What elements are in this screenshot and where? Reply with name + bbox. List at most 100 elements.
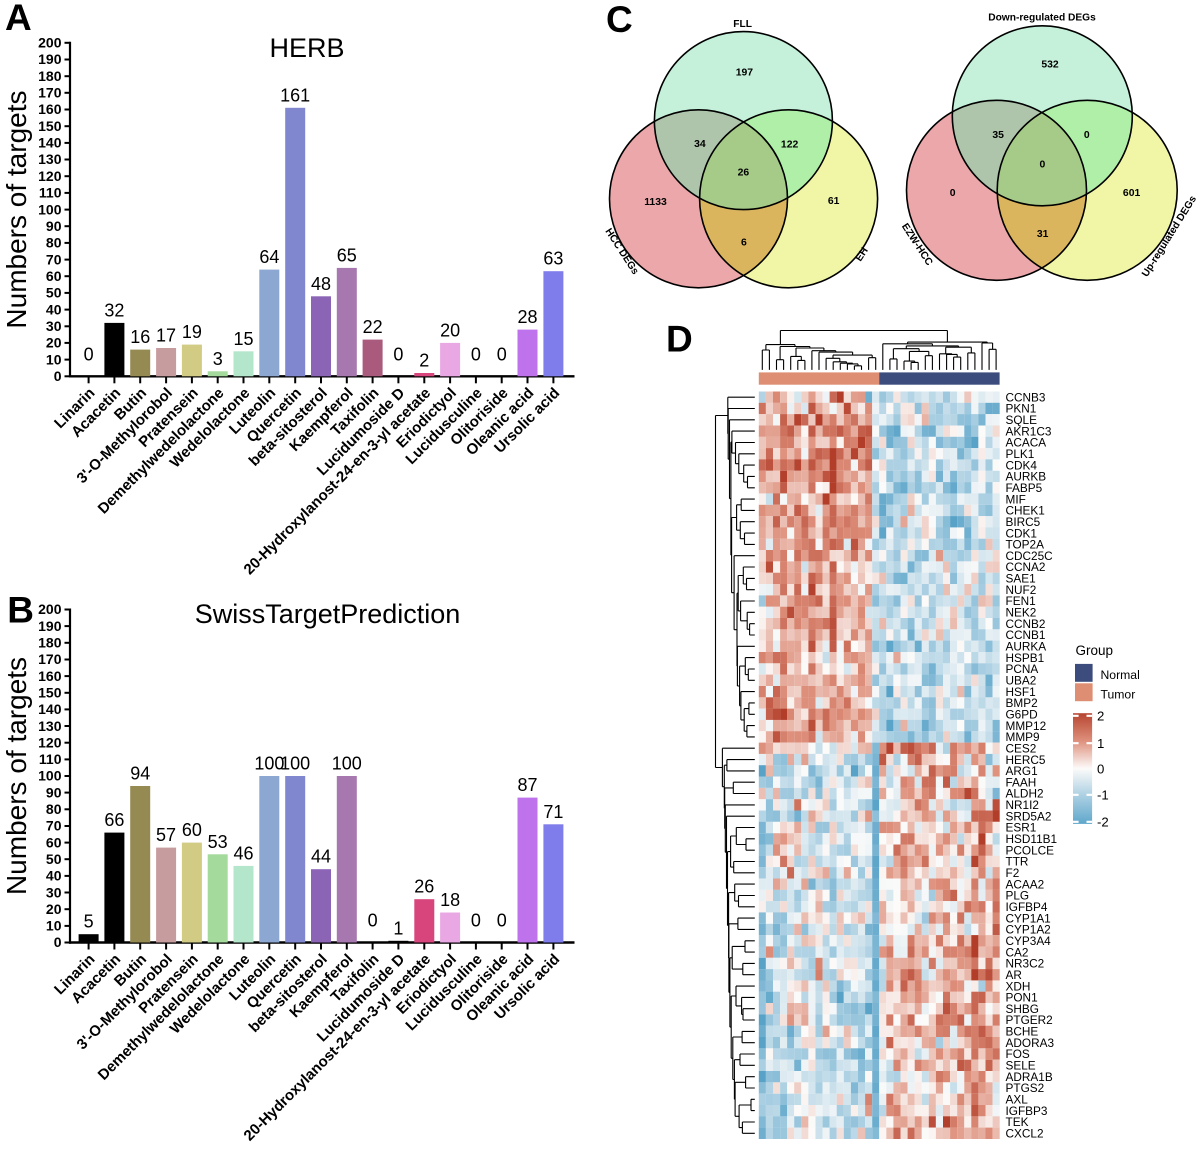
svg-text:0: 0 bbox=[368, 911, 378, 931]
svg-text:71: 71 bbox=[543, 802, 563, 822]
svg-text:D: D bbox=[666, 319, 693, 360]
svg-text:BMP2: BMP2 bbox=[1006, 696, 1038, 710]
svg-text:80: 80 bbox=[46, 801, 62, 817]
svg-text:-1: -1 bbox=[1097, 787, 1109, 802]
svg-text:161: 161 bbox=[280, 85, 310, 105]
svg-text:PON1: PON1 bbox=[1006, 991, 1038, 1005]
svg-text:PTGER2: PTGER2 bbox=[1006, 1013, 1053, 1027]
svg-text:A: A bbox=[5, 0, 32, 38]
svg-text:NR3C2: NR3C2 bbox=[1006, 957, 1045, 971]
svg-text:28: 28 bbox=[518, 307, 538, 327]
svg-text:MMP12: MMP12 bbox=[1006, 719, 1047, 733]
svg-text:Normal: Normal bbox=[1101, 668, 1140, 682]
svg-text:TOP2A: TOP2A bbox=[1006, 538, 1045, 552]
svg-text:CCNB3: CCNB3 bbox=[1006, 390, 1046, 404]
svg-text:80: 80 bbox=[46, 235, 62, 251]
svg-text:F2: F2 bbox=[1006, 866, 1020, 880]
svg-text:SQLE: SQLE bbox=[1006, 413, 1038, 427]
svg-text:190: 190 bbox=[38, 51, 62, 67]
svg-text:0: 0 bbox=[950, 188, 956, 199]
svg-text:26: 26 bbox=[738, 167, 750, 178]
svg-text:120: 120 bbox=[38, 734, 62, 750]
svg-text:170: 170 bbox=[38, 651, 62, 667]
svg-text:46: 46 bbox=[234, 843, 254, 863]
svg-text:Down-regulated DEGs: Down-regulated DEGs bbox=[988, 12, 1096, 23]
svg-text:140: 140 bbox=[38, 135, 62, 151]
svg-text:NR1I2: NR1I2 bbox=[1006, 798, 1039, 812]
svg-text:PCOLCE: PCOLCE bbox=[1006, 843, 1055, 857]
svg-text:ARG1: ARG1 bbox=[1006, 764, 1038, 778]
svg-text:100: 100 bbox=[38, 768, 62, 784]
svg-text:-2: -2 bbox=[1097, 814, 1109, 829]
svg-text:ACAA2: ACAA2 bbox=[1006, 877, 1045, 891]
svg-text:100: 100 bbox=[38, 201, 62, 217]
svg-text:2: 2 bbox=[1097, 708, 1104, 723]
svg-text:30: 30 bbox=[46, 318, 62, 334]
svg-text:50: 50 bbox=[46, 851, 62, 867]
svg-text:130: 130 bbox=[38, 151, 62, 167]
svg-text:10: 10 bbox=[46, 918, 62, 934]
svg-text:CDK1: CDK1 bbox=[1006, 526, 1037, 540]
svg-text:AKR1C3: AKR1C3 bbox=[1006, 424, 1052, 438]
svg-text:FLL: FLL bbox=[733, 19, 752, 30]
svg-text:10: 10 bbox=[46, 351, 62, 367]
svg-text:34: 34 bbox=[694, 139, 706, 150]
svg-text:100: 100 bbox=[254, 754, 284, 774]
svg-text:200: 200 bbox=[38, 35, 62, 51]
svg-text:601: 601 bbox=[1123, 188, 1141, 199]
svg-text:0: 0 bbox=[1084, 130, 1090, 141]
svg-text:CA2: CA2 bbox=[1006, 945, 1029, 959]
svg-text:SELE: SELE bbox=[1006, 1059, 1036, 1073]
svg-text:CYP1A1: CYP1A1 bbox=[1006, 911, 1051, 925]
svg-text:2: 2 bbox=[419, 350, 429, 370]
svg-text:NUF2: NUF2 bbox=[1006, 583, 1037, 597]
svg-text:HSPB1: HSPB1 bbox=[1006, 651, 1045, 665]
svg-text:170: 170 bbox=[38, 85, 62, 101]
svg-text:ESR1: ESR1 bbox=[1006, 821, 1037, 835]
svg-text:MMP9: MMP9 bbox=[1006, 730, 1040, 744]
svg-text:ACACA: ACACA bbox=[1006, 436, 1047, 450]
svg-text:50: 50 bbox=[46, 285, 62, 301]
svg-text:ADORA3: ADORA3 bbox=[1006, 1036, 1055, 1050]
svg-text:SAE1: SAE1 bbox=[1006, 572, 1036, 586]
svg-text:110: 110 bbox=[39, 751, 62, 767]
svg-text:G6PD: G6PD bbox=[1006, 707, 1038, 721]
svg-text:Numbers of targets: Numbers of targets bbox=[1, 90, 32, 328]
svg-text:120: 120 bbox=[38, 168, 62, 184]
svg-text:19: 19 bbox=[182, 322, 202, 342]
svg-text:48: 48 bbox=[311, 274, 331, 294]
svg-text:Numbers of targets: Numbers of targets bbox=[1, 657, 32, 895]
svg-text:3: 3 bbox=[213, 349, 223, 369]
svg-text:1: 1 bbox=[393, 918, 403, 938]
svg-text:CES2: CES2 bbox=[1006, 741, 1037, 755]
svg-text:CXCL2: CXCL2 bbox=[1006, 1126, 1044, 1140]
svg-text:60: 60 bbox=[46, 268, 62, 284]
svg-text:65: 65 bbox=[337, 245, 357, 265]
svg-text:Tumor: Tumor bbox=[1101, 687, 1136, 701]
svg-text:IGFBP3: IGFBP3 bbox=[1006, 1104, 1048, 1118]
svg-text:CYP1A2: CYP1A2 bbox=[1006, 923, 1051, 937]
svg-text:22: 22 bbox=[363, 317, 383, 337]
svg-text:1: 1 bbox=[1097, 736, 1104, 751]
svg-text:0: 0 bbox=[1097, 762, 1104, 777]
svg-text:66: 66 bbox=[104, 810, 124, 830]
svg-text:ADRA1B: ADRA1B bbox=[1006, 1070, 1053, 1084]
svg-text:40: 40 bbox=[46, 868, 62, 884]
svg-text:6: 6 bbox=[741, 238, 747, 249]
svg-text:20: 20 bbox=[440, 320, 460, 340]
svg-text:MIF: MIF bbox=[1006, 492, 1026, 506]
svg-text:CDK4: CDK4 bbox=[1006, 458, 1038, 472]
svg-text:PLG: PLG bbox=[1006, 889, 1030, 903]
svg-text:150: 150 bbox=[38, 684, 62, 700]
svg-text:FABP5: FABP5 bbox=[1006, 481, 1043, 495]
svg-text:100: 100 bbox=[332, 754, 362, 774]
svg-text:20: 20 bbox=[46, 335, 62, 351]
svg-text:35: 35 bbox=[992, 130, 1004, 141]
svg-text:C: C bbox=[606, 0, 633, 40]
svg-text:HSF1: HSF1 bbox=[1006, 685, 1036, 699]
svg-text:AXL: AXL bbox=[1006, 1093, 1029, 1107]
svg-text:90: 90 bbox=[46, 218, 62, 234]
svg-text:BIRC5: BIRC5 bbox=[1006, 515, 1041, 529]
svg-text:61: 61 bbox=[828, 196, 840, 207]
svg-text:SHBG: SHBG bbox=[1006, 1002, 1039, 1016]
